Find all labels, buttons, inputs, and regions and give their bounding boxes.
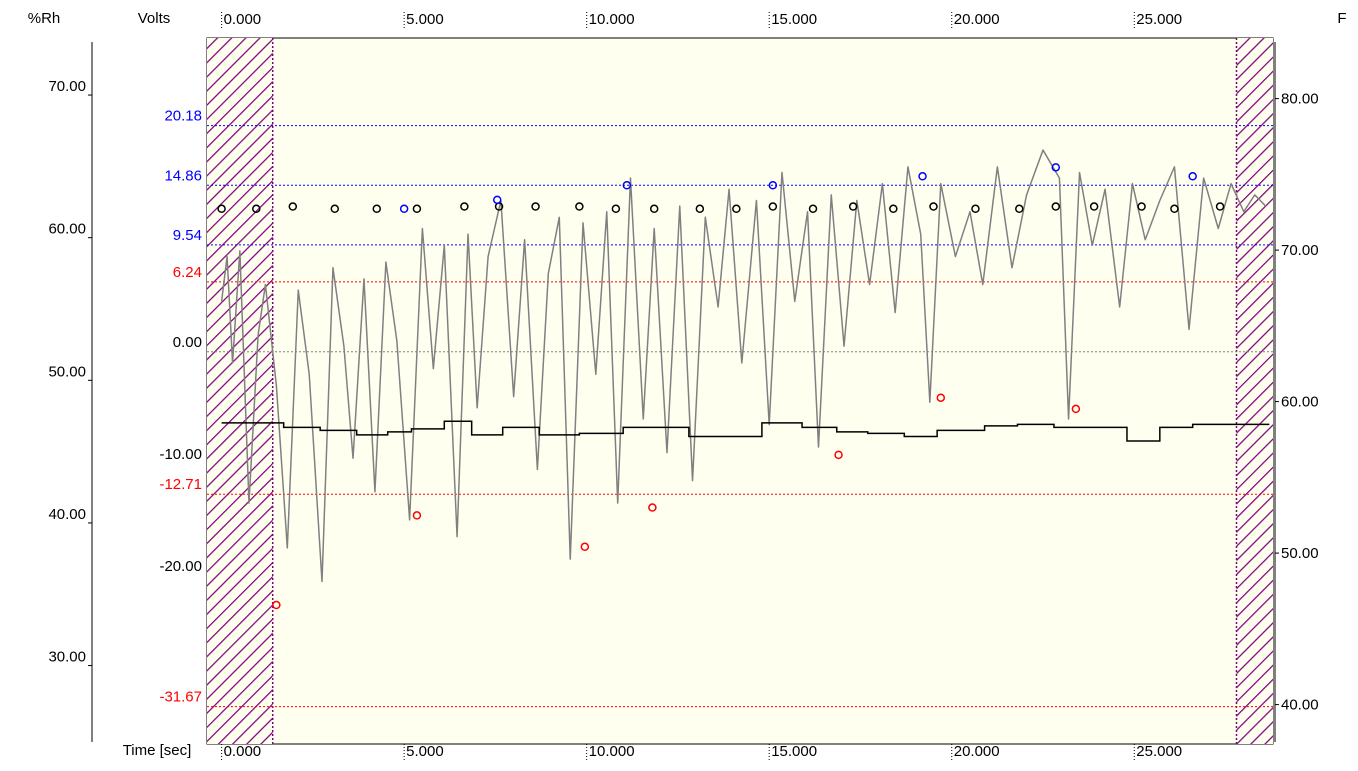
reference-line-label: 6.24 bbox=[173, 264, 202, 281]
cycle-marker bbox=[1170, 204, 1179, 214]
max-marker bbox=[399, 204, 409, 214]
f-tick-label: 80.00 bbox=[1281, 91, 1319, 108]
cycle-marker bbox=[372, 204, 382, 214]
cycle-marker bbox=[531, 202, 540, 211]
cycle-marker bbox=[330, 204, 340, 214]
min-marker bbox=[1071, 404, 1081, 414]
cycle-marker bbox=[288, 202, 298, 211]
excluded-region-0 bbox=[207, 38, 273, 744]
f-tick-label: 50.00 bbox=[1281, 545, 1319, 562]
x-tick-label-bottom: 10.000 bbox=[589, 743, 635, 760]
cycle-marker bbox=[732, 204, 741, 214]
cycle-marker bbox=[1089, 202, 1099, 211]
cycle-marker bbox=[217, 204, 226, 214]
f-tick-label: 60.00 bbox=[1281, 394, 1319, 411]
rh-tick-label: 50.00 bbox=[48, 363, 86, 380]
reference-lines: 20.18 14.86 9.54 6.24 -12.71 -31.67 bbox=[159, 108, 1273, 708]
x-tick-label-top: 25.000 bbox=[1136, 11, 1182, 28]
reference-line-label: -31.67 bbox=[159, 689, 202, 706]
rh-tick-label: 30.00 bbox=[48, 649, 86, 666]
temperature-step-line bbox=[221, 420, 1270, 442]
data-markers bbox=[217, 163, 1225, 610]
rh-axis-label: %Rh bbox=[28, 10, 61, 27]
x-tick-label-bottom: 5.000 bbox=[406, 743, 444, 760]
max-marker bbox=[768, 181, 778, 190]
volts-tick-label: 0.00 bbox=[173, 334, 202, 351]
data-series bbox=[220, 149, 1270, 583]
min-marker bbox=[272, 600, 281, 610]
x-tick-label-top: 20.000 bbox=[954, 11, 1000, 28]
x-tick-label-bottom: 0.000 bbox=[224, 743, 262, 760]
cycle-marker bbox=[971, 204, 980, 214]
f-axis-label: F bbox=[1337, 10, 1346, 27]
cycle-marker bbox=[412, 204, 422, 214]
rh-tick-label: 60.00 bbox=[48, 221, 86, 238]
cycle-marker bbox=[768, 202, 778, 211]
cycle-marker bbox=[575, 202, 584, 211]
f-tick-label: 70.00 bbox=[1281, 242, 1319, 259]
min-marker bbox=[648, 503, 657, 512]
reference-line-label: 14.86 bbox=[164, 167, 202, 184]
axis-ticks: 70.00 60.00 50.00 40.00 30.00 0.00 -10.00 -20.0… bbox=[48, 11, 1319, 760]
volts-axis-label: Volts bbox=[138, 10, 171, 27]
cycle-marker bbox=[848, 202, 858, 211]
cycle-marker bbox=[695, 204, 705, 214]
volts-tick-label: -10.00 bbox=[159, 446, 202, 463]
cycle-marker bbox=[808, 204, 818, 214]
max-marker bbox=[918, 172, 927, 181]
min-marker bbox=[412, 511, 422, 520]
max-marker bbox=[492, 195, 502, 205]
cycle-marker bbox=[460, 202, 469, 211]
voltage-signal-line bbox=[220, 149, 1267, 583]
x-tick-label-top: 5.000 bbox=[406, 11, 444, 28]
x-tick-label-top: 15.000 bbox=[771, 11, 817, 28]
reference-line-label: 9.54 bbox=[173, 227, 202, 244]
x-tick-label-bottom: 20.000 bbox=[954, 743, 1000, 760]
cycle-marker bbox=[611, 204, 621, 214]
reference-line-label: 20.18 bbox=[164, 108, 202, 125]
x-tick-label-bottom: 25.000 bbox=[1136, 743, 1182, 760]
reference-line-label: -12.71 bbox=[159, 476, 202, 493]
cycle-marker bbox=[252, 204, 261, 214]
x-tick-label-bottom: 15.000 bbox=[771, 743, 817, 760]
min-marker bbox=[580, 542, 590, 552]
excluded-regions bbox=[207, 38, 1273, 744]
x-tick-label-top: 10.000 bbox=[589, 11, 635, 28]
rh-tick-label: 70.00 bbox=[48, 78, 86, 95]
excluded-region-1 bbox=[1236, 38, 1273, 744]
cycle-marker bbox=[649, 204, 659, 214]
f-tick-label: 40.00 bbox=[1281, 697, 1319, 714]
plot-background bbox=[206, 37, 1274, 745]
cycle-marker bbox=[929, 202, 938, 211]
cycle-marker bbox=[889, 204, 898, 214]
cycle-marker bbox=[1051, 202, 1061, 211]
x-tick-label-top: 0.000 bbox=[224, 11, 262, 28]
cycle-marker bbox=[1137, 202, 1146, 211]
volts-tick-label: -20.00 bbox=[159, 558, 202, 575]
cycle-marker bbox=[1215, 202, 1225, 211]
x-axis-label: Time [sec] bbox=[123, 742, 192, 759]
min-marker bbox=[834, 450, 843, 460]
max-marker bbox=[1188, 172, 1197, 181]
max-marker bbox=[622, 181, 632, 190]
min-marker bbox=[936, 393, 946, 402]
max-marker bbox=[1051, 163, 1061, 172]
cycle-marker bbox=[1015, 204, 1024, 214]
rh-tick-label: 40.00 bbox=[48, 506, 86, 523]
